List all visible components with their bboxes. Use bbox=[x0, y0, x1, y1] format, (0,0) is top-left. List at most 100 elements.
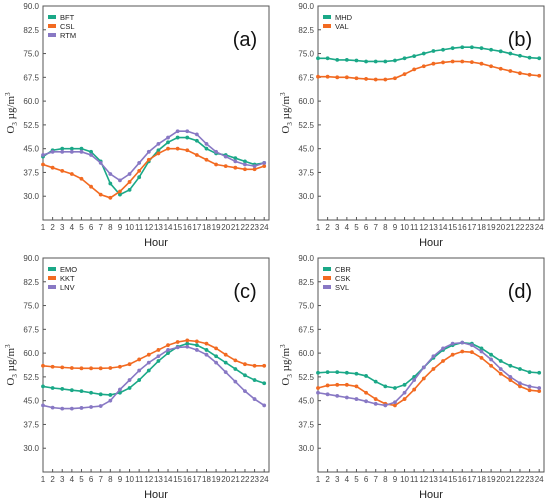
x-tick-label: 17 bbox=[467, 475, 476, 484]
y-tick-label: 90.0 bbox=[23, 2, 39, 11]
data-point bbox=[335, 370, 340, 375]
data-point bbox=[79, 176, 84, 181]
data-point bbox=[108, 172, 113, 176]
x-tick-label: 22 bbox=[516, 475, 525, 484]
data-point bbox=[233, 367, 238, 371]
x-tick-label: 4 bbox=[345, 475, 350, 484]
x-tick-label: 19 bbox=[487, 223, 496, 232]
data-point bbox=[185, 341, 190, 346]
y-tick-label: 90.0 bbox=[23, 254, 39, 263]
data-point bbox=[89, 405, 93, 409]
data-point bbox=[252, 363, 257, 368]
y-tick-label: 75.0 bbox=[23, 302, 39, 311]
data-point bbox=[479, 355, 484, 360]
data-point bbox=[508, 51, 513, 56]
data-point bbox=[393, 386, 397, 390]
x-tick-label: 20 bbox=[221, 223, 230, 232]
data-point bbox=[412, 378, 417, 382]
data-point bbox=[127, 172, 132, 176]
data-point bbox=[402, 397, 407, 401]
x-tick-label: 12 bbox=[144, 223, 153, 232]
data-point bbox=[98, 192, 103, 197]
data-point bbox=[166, 135, 170, 140]
data-point bbox=[166, 348, 170, 352]
plot-frame bbox=[42, 257, 270, 473]
data-point bbox=[60, 365, 65, 370]
legend-label: VAL bbox=[335, 22, 349, 31]
x-tick-label: 3 bbox=[60, 223, 65, 232]
data-point bbox=[146, 368, 151, 373]
data-point bbox=[98, 366, 103, 371]
data-point bbox=[489, 357, 494, 362]
data-point bbox=[441, 60, 445, 65]
data-point bbox=[335, 57, 340, 62]
y-tick-label: 67.5 bbox=[298, 325, 314, 334]
panel-label: (c) bbox=[233, 281, 256, 303]
data-point bbox=[262, 403, 267, 408]
y-tick-label: 45.0 bbox=[298, 397, 314, 406]
y-tick-label: 37.5 bbox=[298, 420, 314, 429]
data-point bbox=[98, 392, 103, 397]
x-tick-label: 11 bbox=[135, 223, 144, 232]
y-tick-label: 52.5 bbox=[298, 373, 314, 382]
data-point bbox=[146, 352, 151, 357]
data-point bbox=[194, 132, 199, 137]
data-point bbox=[489, 47, 494, 52]
data-point bbox=[118, 189, 122, 194]
data-point bbox=[402, 72, 407, 77]
legend-label: BFT bbox=[60, 13, 75, 22]
data-point bbox=[527, 388, 532, 393]
y-tick-label: 82.5 bbox=[23, 278, 39, 287]
data-point bbox=[214, 354, 219, 359]
y-tick-label: 45.0 bbox=[23, 145, 39, 154]
data-point bbox=[402, 390, 407, 395]
data-point bbox=[137, 368, 142, 373]
data-point bbox=[527, 384, 532, 389]
data-point bbox=[79, 149, 84, 154]
data-point bbox=[223, 164, 228, 169]
legend-label: CSK bbox=[335, 274, 350, 283]
data-point bbox=[214, 346, 219, 351]
data-point bbox=[489, 64, 494, 69]
data-point bbox=[508, 374, 513, 379]
data-point bbox=[393, 76, 397, 81]
data-point bbox=[50, 149, 55, 154]
x-tick-label: 14 bbox=[164, 475, 173, 484]
y-tick-label: 90.0 bbox=[298, 2, 314, 11]
panel-label: (a) bbox=[233, 29, 257, 51]
data-point bbox=[469, 350, 474, 355]
x-axis-label: Hour bbox=[419, 237, 443, 249]
data-point bbox=[89, 149, 93, 154]
data-point bbox=[194, 348, 199, 352]
data-point bbox=[402, 56, 407, 61]
x-tick-label: 9 bbox=[393, 223, 398, 232]
data-point bbox=[469, 45, 474, 50]
data-point bbox=[60, 146, 65, 151]
data-point bbox=[335, 394, 340, 398]
y-tick-label: 60.0 bbox=[23, 349, 39, 358]
data-point bbox=[518, 71, 522, 76]
x-tick-label: 16 bbox=[183, 223, 192, 232]
x-tick-label: 17 bbox=[192, 475, 201, 484]
data-point bbox=[393, 400, 397, 405]
data-point bbox=[469, 60, 474, 65]
plot-frame bbox=[317, 5, 545, 221]
data-point bbox=[60, 168, 65, 173]
x-tick-label: 10 bbox=[400, 223, 409, 232]
x-tick-label: 23 bbox=[525, 223, 534, 232]
data-point bbox=[185, 135, 190, 140]
x-tick-label: 3 bbox=[335, 475, 340, 484]
x-tick-label: 3 bbox=[335, 223, 340, 232]
data-point bbox=[262, 161, 267, 165]
legend-swatch bbox=[48, 33, 56, 37]
data-point bbox=[373, 379, 378, 384]
x-tick-label: 6 bbox=[364, 223, 369, 232]
y-tick-label: 37.5 bbox=[23, 420, 39, 429]
data-point bbox=[233, 156, 238, 161]
y-tick-label: 75.0 bbox=[298, 302, 314, 311]
data-point bbox=[214, 360, 219, 365]
data-point bbox=[175, 146, 180, 151]
data-point bbox=[69, 388, 74, 393]
data-point bbox=[252, 167, 257, 172]
x-tick-label: 5 bbox=[354, 223, 359, 232]
